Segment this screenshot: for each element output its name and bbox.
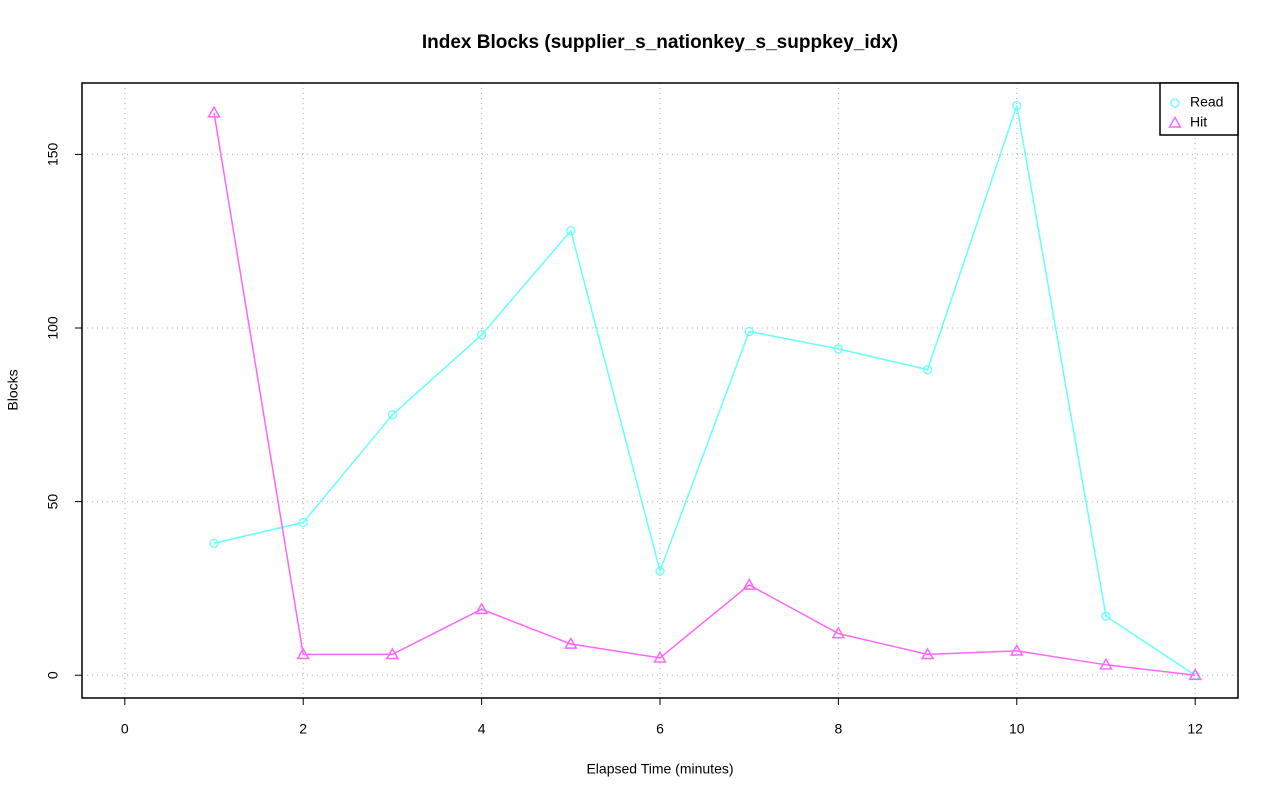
legend-label: Read (1190, 94, 1223, 110)
plot-frame (81, 82, 1239, 699)
point (385, 647, 400, 660)
point (920, 647, 935, 660)
point (1099, 657, 1113, 670)
legend-label: Hit (1190, 114, 1207, 130)
x-tick-label: 6 (656, 721, 664, 737)
point (1009, 643, 1024, 656)
point (296, 647, 311, 660)
legend-marker (1170, 98, 1180, 108)
legend: Read Hit (1159, 82, 1239, 136)
point (476, 330, 487, 340)
point (207, 105, 221, 118)
x-tick-label: 12 (1187, 721, 1203, 737)
legend-marker (1168, 116, 1182, 128)
series-line (213, 112, 1196, 676)
point (564, 636, 578, 649)
chart-title: Index Blocks (supplier_s_nationkey_s_sup… (422, 32, 898, 53)
point (387, 410, 398, 420)
y-tick-label: 100 (45, 316, 61, 340)
point (209, 538, 219, 548)
x-tick-label: 4 (478, 721, 486, 737)
series-line (213, 105, 1196, 676)
x-tick-label: 2 (299, 721, 307, 737)
point (1012, 101, 1022, 111)
y-axis-label: Blocks (5, 369, 21, 410)
point (1101, 611, 1111, 621)
point (474, 602, 489, 615)
point (653, 650, 667, 663)
x-axis-label: Elapsed Time (minutes) (586, 761, 733, 777)
point (831, 626, 846, 639)
point (655, 566, 665, 576)
y-tick-label: 150 (45, 142, 61, 166)
x-tick-label: 0 (121, 721, 129, 737)
y-tick-label: 0 (45, 671, 61, 679)
point (566, 226, 576, 236)
point (922, 365, 933, 375)
point (1188, 668, 1202, 681)
x-tick-label: 10 (1009, 721, 1025, 737)
point (298, 517, 308, 528)
point (744, 326, 754, 337)
point (742, 577, 756, 590)
x-tick-label: 8 (834, 721, 842, 737)
y-tick-label: 50 (45, 494, 61, 510)
point (833, 344, 844, 354)
